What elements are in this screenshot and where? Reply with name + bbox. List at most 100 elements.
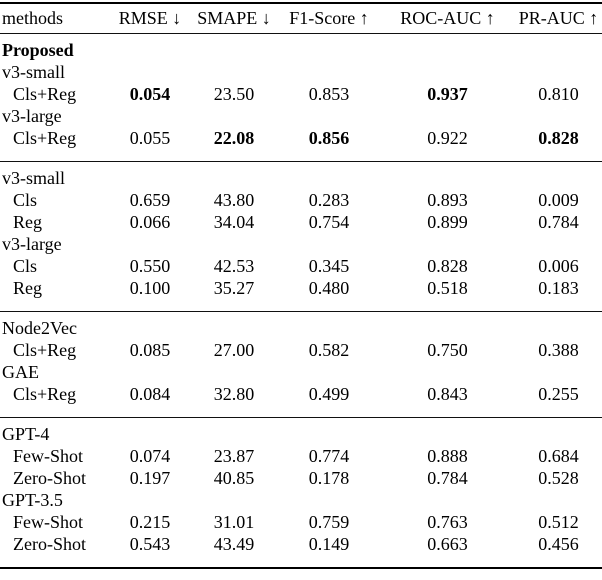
table-row: Cls 0.659 43.80 0.283 0.893 0.009 bbox=[0, 189, 602, 211]
metric-value: 27.00 bbox=[213, 340, 255, 360]
bottom-rule bbox=[0, 567, 602, 569]
top-rule bbox=[0, 2, 602, 4]
metric-value: 0.828 bbox=[538, 128, 579, 148]
header-rule bbox=[0, 33, 602, 34]
table-row: v3-large bbox=[0, 105, 602, 127]
table-row: Zero-Shot 0.197 40.85 0.178 0.784 0.528 bbox=[0, 467, 602, 489]
metric-value: 0.810 bbox=[538, 84, 579, 104]
table-row: v3-small bbox=[0, 167, 602, 189]
table-row: Cls+Reg 0.084 32.80 0.499 0.843 0.255 bbox=[0, 383, 602, 405]
metric-value: 0.215 bbox=[129, 512, 171, 532]
table-row: v3-large bbox=[0, 233, 602, 255]
metric-value: 35.27 bbox=[213, 278, 255, 298]
metric-value: 0.480 bbox=[308, 278, 350, 298]
table-body: Proposed v3-small Cls+Reg 0.054 23.50 0.853 0.… bbox=[0, 34, 602, 567]
metric-value: 0.856 bbox=[308, 128, 350, 148]
metric-value: 0.512 bbox=[538, 512, 579, 532]
metric-value: 0.922 bbox=[427, 128, 468, 148]
metric-value: 0.499 bbox=[308, 384, 350, 404]
metric-value: 0.763 bbox=[427, 512, 468, 532]
method-label: Cls+Reg bbox=[13, 128, 77, 148]
method-label: Proposed bbox=[2, 40, 74, 60]
method-label: Cls+Reg bbox=[13, 84, 77, 104]
table-section: Proposed v3-small Cls+Reg 0.054 23.50 0.853 0.… bbox=[0, 34, 602, 161]
table-row: GPT-4 bbox=[0, 423, 602, 445]
metric-value: 0.283 bbox=[308, 190, 350, 210]
metric-value: 0.937 bbox=[427, 84, 468, 104]
metric-value: 0.197 bbox=[129, 468, 171, 488]
table-section: v3-small Cls 0.659 43.80 0.283 0.893 0.009 Reg 0… bbox=[0, 162, 602, 311]
metric-value: 0.456 bbox=[538, 534, 579, 554]
method-label: Cls bbox=[13, 256, 38, 276]
method-label: Few-Shot bbox=[13, 512, 84, 532]
method-label: v3-large bbox=[2, 234, 62, 254]
table-row: Node2Vec bbox=[0, 317, 602, 339]
metric-value: 0.828 bbox=[427, 256, 468, 276]
metric-value: 0.149 bbox=[308, 534, 350, 554]
method-label: Zero-Shot bbox=[13, 534, 86, 554]
metric-value: 0.659 bbox=[129, 190, 171, 210]
table-row: Zero-Shot 0.543 43.49 0.149 0.663 0.456 bbox=[0, 533, 602, 555]
metric-value: 0.518 bbox=[427, 278, 468, 298]
method-label: GAE bbox=[2, 362, 39, 382]
method-label: v3-small bbox=[2, 168, 65, 188]
metric-value: 0.550 bbox=[129, 256, 171, 276]
method-label: v3-large bbox=[2, 106, 62, 126]
results-table: methods RMSE ↓ SMAPE ↓ F1-Score ↑ ROC-AUC ↑ P… bbox=[0, 2, 602, 569]
metric-value: 0.085 bbox=[129, 340, 171, 360]
metric-value: 0.100 bbox=[129, 278, 171, 298]
table-row: Reg 0.066 34.04 0.754 0.899 0.784 bbox=[0, 211, 602, 233]
metric-value: 0.582 bbox=[308, 340, 350, 360]
section-divider-rule bbox=[0, 417, 602, 418]
table-row: Cls 0.550 42.53 0.345 0.828 0.006 bbox=[0, 255, 602, 277]
metric-value: 0.345 bbox=[308, 256, 350, 276]
method-label: Few-Shot bbox=[13, 446, 84, 466]
method-label: Zero-Shot bbox=[13, 468, 86, 488]
metric-value: 0.183 bbox=[538, 278, 579, 298]
table-section: GPT-4 Few-Shot 0.074 23.87 0.774 0.888 0.684 Ze… bbox=[0, 418, 602, 567]
metric-value: 0.853 bbox=[308, 84, 350, 104]
metric-value: 0.784 bbox=[538, 212, 579, 232]
section-divider-rule bbox=[0, 311, 602, 312]
method-label: Node2Vec bbox=[2, 318, 77, 338]
table-row: Proposed bbox=[0, 39, 602, 61]
metric-value: 0.750 bbox=[427, 340, 468, 360]
table-row: Few-Shot 0.215 31.01 0.759 0.763 0.512 bbox=[0, 511, 602, 533]
methods-column-header: methods bbox=[2, 8, 63, 28]
table-row: Cls+Reg 0.054 23.50 0.853 0.937 0.810 bbox=[0, 83, 602, 105]
metric-value: 23.87 bbox=[213, 446, 255, 466]
table-row: v3-small bbox=[0, 61, 602, 83]
method-label: Cls bbox=[13, 190, 38, 210]
metric-value: 0.528 bbox=[538, 468, 579, 488]
metric-value: 22.08 bbox=[213, 128, 255, 148]
metric-value: 0.055 bbox=[129, 128, 171, 148]
table-row: Few-Shot 0.074 23.87 0.774 0.888 0.684 bbox=[0, 445, 602, 467]
section-divider-rule bbox=[0, 161, 602, 162]
metric-value: 0.255 bbox=[538, 384, 579, 404]
metric-value: 0.754 bbox=[308, 212, 350, 232]
metric-value: 0.084 bbox=[129, 384, 171, 404]
metric-value: 0.543 bbox=[129, 534, 171, 554]
metric-value: 0.006 bbox=[538, 256, 579, 276]
table-row: GAE bbox=[0, 361, 602, 383]
metric-column-header: SMAPE ↓ bbox=[197, 8, 271, 28]
metric-column-header: RMSE ↓ bbox=[118, 8, 182, 28]
metric-value: 0.663 bbox=[427, 534, 468, 554]
metric-value: 0.388 bbox=[538, 340, 579, 360]
metric-value: 0.009 bbox=[538, 190, 579, 210]
table-row: Cls+Reg 0.085 27.00 0.582 0.750 0.388 bbox=[0, 339, 602, 361]
method-label: GPT-3.5 bbox=[2, 490, 63, 510]
method-label: GPT-4 bbox=[2, 424, 50, 444]
table-section: Node2Vec Cls+Reg 0.085 27.00 0.582 0.750 0.388… bbox=[0, 312, 602, 417]
method-label: Cls+Reg bbox=[13, 340, 77, 360]
metric-value: 0.684 bbox=[538, 446, 579, 466]
metric-value: 0.784 bbox=[427, 468, 468, 488]
metric-value: 0.066 bbox=[129, 212, 171, 232]
metric-value: 43.80 bbox=[213, 190, 255, 210]
metric-value: 0.178 bbox=[308, 468, 350, 488]
metric-value: 0.843 bbox=[427, 384, 468, 404]
table-row: Cls+Reg 0.055 22.08 0.856 0.922 0.828 bbox=[0, 127, 602, 149]
table-row: GPT-3.5 bbox=[0, 489, 602, 511]
header-row: methods RMSE ↓ SMAPE ↓ F1-Score ↑ ROC-AUC ↑ P… bbox=[0, 4, 602, 33]
metric-column-header: PR-AUC ↑ bbox=[518, 8, 599, 28]
